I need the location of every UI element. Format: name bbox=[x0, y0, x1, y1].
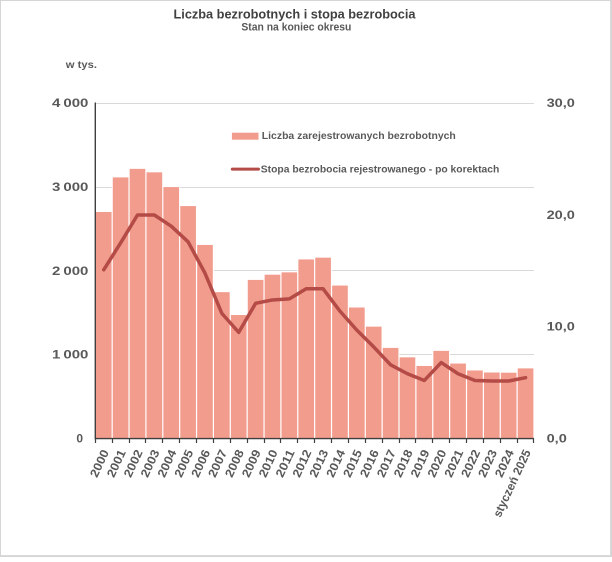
svg-text:30,0: 30,0 bbox=[547, 96, 576, 110]
svg-text:Liczba bezrobotnych i stopa be: Liczba bezrobotnych i stopa bezrobocia bbox=[174, 7, 417, 21]
svg-text:2 000: 2 000 bbox=[52, 264, 89, 278]
svg-text:Stan na koniec okresu: Stan na koniec okresu bbox=[241, 22, 351, 34]
svg-text:0,0: 0,0 bbox=[547, 432, 568, 446]
svg-text:Stopa bezrobocia rejestrowaneg: Stopa bezrobocia rejestrowanego - po kor… bbox=[261, 164, 500, 176]
svg-text:Liczba zarejestrowanych bezrob: Liczba zarejestrowanych bezrobotnych bbox=[262, 130, 456, 142]
svg-text:3 000: 3 000 bbox=[52, 180, 89, 194]
svg-text:1 000: 1 000 bbox=[52, 348, 89, 362]
svg-text:0: 0 bbox=[76, 432, 83, 446]
svg-text:20,0: 20,0 bbox=[547, 208, 576, 222]
svg-text:4 000: 4 000 bbox=[52, 96, 89, 110]
svg-text:w tys.: w tys. bbox=[65, 59, 97, 71]
svg-text:10,0: 10,0 bbox=[547, 320, 576, 334]
